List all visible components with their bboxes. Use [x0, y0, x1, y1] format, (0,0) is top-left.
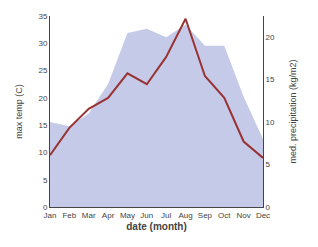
svg-text:0: 0 — [43, 203, 48, 212]
svg-text:Aug: Aug — [178, 211, 192, 220]
svg-text:15: 15 — [266, 75, 275, 84]
svg-text:Feb: Feb — [62, 211, 76, 220]
svg-text:20: 20 — [38, 94, 47, 103]
svg-text:Oct: Oct — [218, 211, 231, 220]
svg-text:Mar: Mar — [82, 211, 96, 220]
svg-text:max temp (C): max temp (C) — [14, 84, 24, 139]
svg-text:10: 10 — [38, 148, 47, 157]
svg-text:20: 20 — [266, 33, 275, 42]
svg-text:5: 5 — [266, 160, 271, 169]
svg-text:Sep: Sep — [198, 211, 213, 220]
svg-text:Apr: Apr — [102, 211, 115, 220]
svg-text:May: May — [120, 211, 135, 220]
svg-text:0: 0 — [266, 203, 271, 212]
svg-text:10: 10 — [266, 118, 275, 127]
svg-text:5: 5 — [43, 176, 48, 185]
svg-text:date (month): date (month) — [126, 221, 187, 232]
svg-text:med. precipitation (kg/m2): med. precipitation (kg/m2) — [288, 59, 298, 163]
svg-text:Nov: Nov — [237, 211, 251, 220]
svg-text:Dec: Dec — [256, 211, 270, 220]
svg-text:Jun: Jun — [140, 211, 153, 220]
svg-text:15: 15 — [38, 121, 47, 130]
svg-text:30: 30 — [38, 39, 47, 48]
svg-text:Jan: Jan — [44, 211, 57, 220]
svg-text:Jul: Jul — [161, 211, 171, 220]
svg-text:25: 25 — [38, 66, 47, 75]
svg-text:35: 35 — [38, 12, 47, 21]
